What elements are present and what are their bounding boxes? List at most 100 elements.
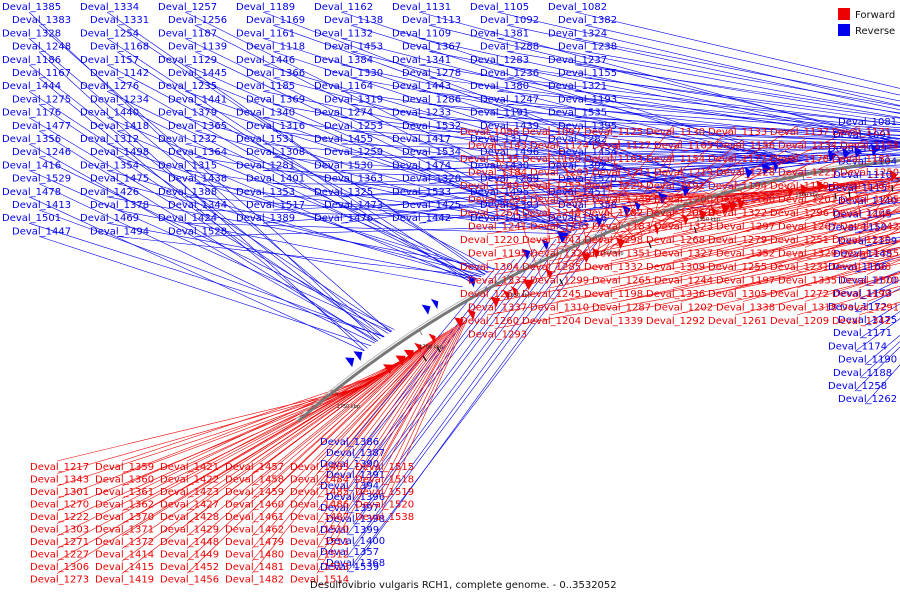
reverse-gene-label: Deval_1139 xyxy=(168,42,227,53)
reverse-gene-connector xyxy=(352,253,526,481)
scale-tick-label: 1550 kbp xyxy=(696,217,720,223)
reverse-gene-label: Deval_1281 xyxy=(236,160,295,171)
reverse-gene-connector xyxy=(116,130,473,282)
reverse-gene-label: Deval_1237 xyxy=(548,55,607,66)
forward-gene-label: Deval_1279 xyxy=(708,235,767,246)
reverse-gene-connector xyxy=(272,51,690,190)
forward-gene-label: Deval_1097 xyxy=(522,127,581,138)
reverse-gene-label: Deval_1369 xyxy=(246,94,305,105)
reverse-gene-label: Deval_1395 xyxy=(558,121,617,132)
forward-gene-arrow xyxy=(545,268,553,280)
forward-gene-arrow xyxy=(615,237,626,249)
forward-gene-label: Deval_1337 xyxy=(468,303,527,314)
reverse-gene-connector xyxy=(116,24,488,274)
reverse-gene-connector xyxy=(496,160,900,224)
forward-gene-arrow xyxy=(698,209,707,221)
forward-gene-label: Deval_1294 xyxy=(468,195,527,206)
reverse-gene-label: Deval_1142 xyxy=(90,68,149,79)
reverse-gene-connector xyxy=(352,216,610,569)
reverse-gene-label: Deval_1319 xyxy=(324,94,383,105)
forward-gene-label: Deval_1370 xyxy=(95,512,154,523)
forward-gene-label: Deval_1338 xyxy=(716,303,775,314)
reverse-gene-label: Deval_1425 xyxy=(402,200,461,211)
forward-gene-label: Deval_1243 xyxy=(522,235,581,246)
forward-gene-label: Deval_1182 xyxy=(584,208,643,219)
genome-backbone xyxy=(295,157,900,423)
forward-gene-label: Deval_1206 xyxy=(646,208,705,219)
forward-gene-connector xyxy=(548,187,822,208)
forward-gene-label: Deval_1177 xyxy=(708,154,767,165)
forward-gene-arrow xyxy=(428,333,436,344)
reverse-gene-label: Deval_1417 xyxy=(392,134,451,145)
scale-tick xyxy=(701,200,704,206)
forward-gene-connector xyxy=(548,179,728,210)
reverse-gene-connector xyxy=(346,220,599,558)
forward-gene-label: Deval_1322 xyxy=(708,208,767,219)
forward-gene-label: Deval_1456 xyxy=(160,575,219,586)
reverse-gene-connector xyxy=(106,90,486,275)
reverse-gene-label: Deval_1381 xyxy=(470,28,529,39)
reverse-gene-label: Deval_1321 xyxy=(548,81,607,92)
forward-gene-arrow xyxy=(395,355,406,366)
reverse-gene-connector xyxy=(584,24,900,96)
forward-gene-label: Deval_1219 xyxy=(654,168,713,179)
reverse-gene-connector xyxy=(428,144,900,158)
forward-gene-label: Deval_1184 xyxy=(468,168,527,179)
reverse-gene-connector xyxy=(28,90,393,332)
reverse-gene-connector xyxy=(584,51,900,107)
forward-gene-label: Deval_1296 xyxy=(770,208,829,219)
reverse-gene-connector xyxy=(506,51,900,118)
reverse-gene-label: Deval_1531 xyxy=(236,134,295,145)
reverse-gene-label: Deval_1082 xyxy=(548,2,607,13)
reverse-gene-label: Deval_1384 xyxy=(314,55,373,66)
reverse-gene-connector xyxy=(272,130,694,188)
forward-gene-arrow xyxy=(490,296,501,308)
forward-gene-label: Deval_1228 xyxy=(716,168,775,179)
forward-gene-arrow xyxy=(522,279,535,291)
reverse-gene-arrow xyxy=(421,304,431,315)
reverse-gene-connector xyxy=(106,117,486,275)
forward-gene-label: Deval_1134 xyxy=(778,141,837,152)
reverse-gene-label: Deval_1168 xyxy=(90,42,149,53)
reverse-gene-label: Deval_1278 xyxy=(402,68,461,79)
forward-gene-label: Deval_1520 xyxy=(355,500,414,511)
forward-gene-label: Deval_1245 xyxy=(522,289,581,300)
forward-gene-connector xyxy=(251,339,434,537)
reverse-gene-connector xyxy=(116,183,484,276)
legend: Forward Reverse xyxy=(838,8,895,37)
reverse-gene-label: Deval_1283 xyxy=(470,55,529,66)
reverse-gene-label: Deval_1390 xyxy=(320,459,379,470)
forward-gene-connector xyxy=(381,323,460,462)
reverse-gene-label: Deval_1328 xyxy=(2,28,61,39)
forward-gene-connector xyxy=(804,240,900,275)
reverse-gene-label: Deval_1525 xyxy=(558,174,617,185)
scale-tick-label: 1750 kbp xyxy=(337,404,361,410)
forward-gene-connector xyxy=(316,329,451,524)
forward-gene-label: Deval_1272 xyxy=(770,289,829,300)
forward-gene-label: Deval_1361 xyxy=(95,487,154,498)
reverse-gene-arrow xyxy=(467,277,476,288)
reverse-gene-label: Deval_1189 xyxy=(236,2,295,13)
reverse-gene-connector xyxy=(194,104,584,228)
reverse-gene-connector xyxy=(116,209,476,280)
reverse-gene-label: Deval_1392 xyxy=(548,160,607,171)
forward-gene-connector xyxy=(854,182,860,208)
reverse-gene-connector xyxy=(574,11,900,89)
reverse-gene-connector xyxy=(262,38,713,183)
feature-mark xyxy=(648,242,652,249)
forward-gene-label: Deval_1362 xyxy=(95,500,154,511)
reverse-gene-label: Deval_1232 xyxy=(158,134,217,145)
forward-gene-label: Deval_1304 xyxy=(460,262,519,273)
reverse-gene-label: Deval_1383 xyxy=(12,15,71,26)
reverse-gene-connector xyxy=(574,64,900,114)
forward-gene-connector xyxy=(858,206,900,235)
forward-gene-label: Deval_1230 xyxy=(832,235,891,246)
forward-gene-connector xyxy=(56,379,376,524)
reverse-gene-arrow xyxy=(744,167,753,179)
reverse-gene-label: Deval_1396 xyxy=(326,492,385,503)
forward-gene-connector xyxy=(796,285,900,316)
forward-gene-label: Deval_1329 xyxy=(778,249,837,260)
reverse-gene-connector xyxy=(194,24,588,226)
reverse-gene-label: Deval_1535 xyxy=(548,108,607,119)
forward-gene-connector xyxy=(316,328,453,537)
